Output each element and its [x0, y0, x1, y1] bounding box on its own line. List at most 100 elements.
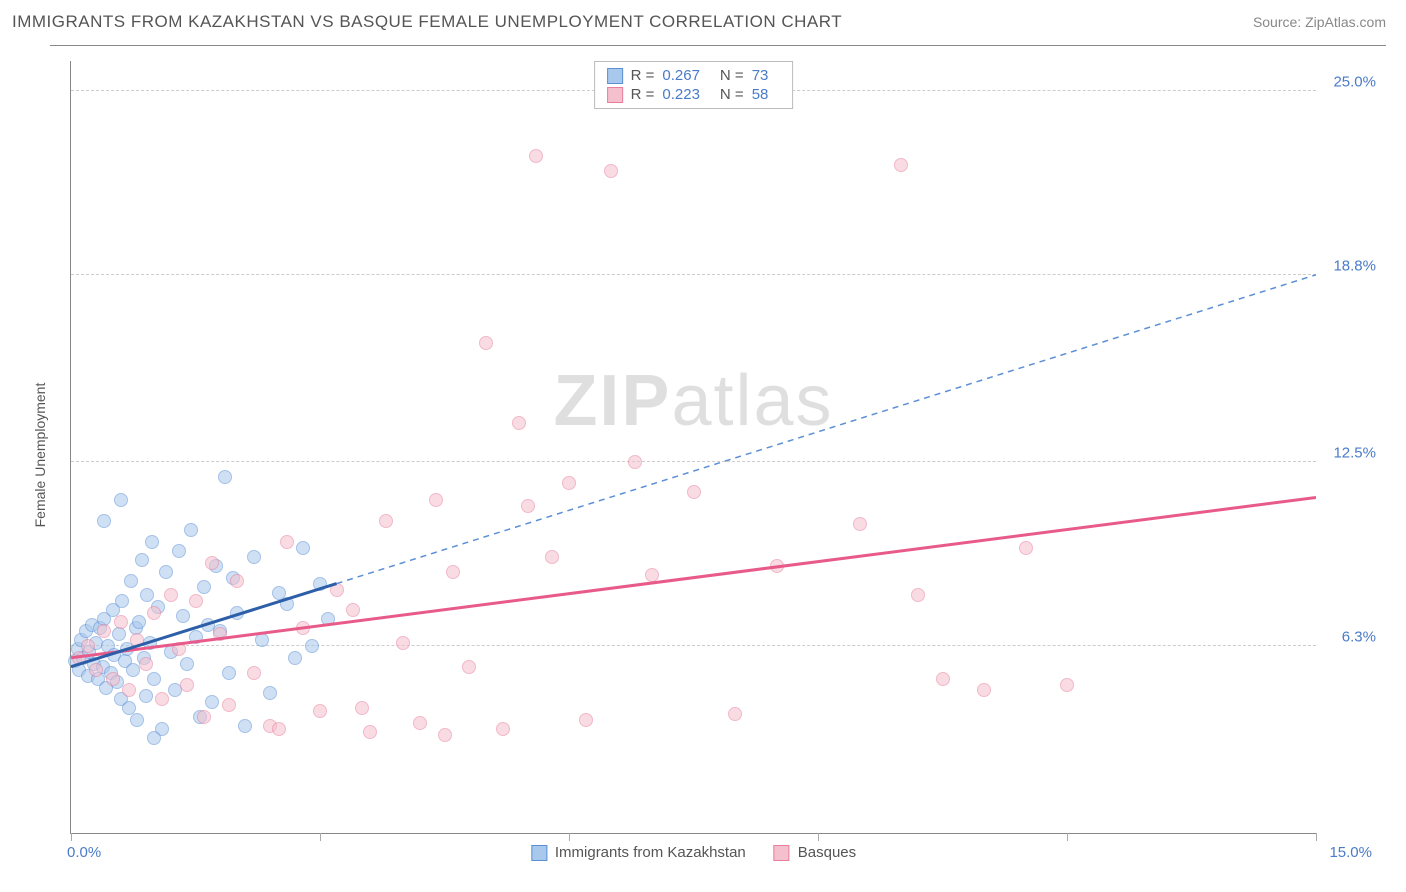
data-point	[106, 672, 120, 686]
swatch-icon	[774, 845, 790, 861]
data-point	[936, 672, 950, 686]
data-point	[115, 594, 129, 608]
n-value-0: 73	[752, 67, 769, 84]
data-point	[770, 559, 784, 573]
correlation-legend: R = 0.267 N = 73 R = 0.223 N = 58	[594, 61, 794, 109]
data-point	[438, 728, 452, 742]
data-point	[272, 722, 286, 736]
y-axis-label: Female Unemployment	[32, 383, 48, 528]
data-point	[247, 550, 261, 564]
data-point	[176, 609, 190, 623]
x-tick	[71, 833, 72, 841]
data-point	[628, 455, 642, 469]
data-point	[512, 416, 526, 430]
data-point	[218, 470, 232, 484]
data-point	[288, 651, 302, 665]
data-point	[172, 544, 186, 558]
data-point	[180, 678, 194, 692]
data-point	[894, 158, 908, 172]
data-point	[379, 514, 393, 528]
data-point	[114, 615, 128, 629]
data-point	[230, 606, 244, 620]
chart-container: Female Unemployment ZIPatlas R = 0.267 N…	[50, 45, 1386, 864]
y-tick-label: 25.0%	[1333, 73, 1376, 90]
data-point	[977, 683, 991, 697]
data-point	[280, 597, 294, 611]
y-tick-label: 18.8%	[1333, 257, 1376, 274]
data-point	[521, 499, 535, 513]
data-point	[81, 639, 95, 653]
data-point	[97, 624, 111, 638]
data-point	[139, 657, 153, 671]
data-point	[238, 719, 252, 733]
data-point	[222, 666, 236, 680]
data-point	[124, 574, 138, 588]
x-tick-label: 0.0%	[67, 844, 101, 861]
data-point	[321, 612, 335, 626]
x-tick	[320, 833, 321, 841]
data-point	[189, 594, 203, 608]
data-point	[147, 606, 161, 620]
data-point	[230, 574, 244, 588]
x-tick	[569, 833, 570, 841]
data-point	[413, 716, 427, 730]
data-point	[355, 701, 369, 715]
swatch-icon	[531, 845, 547, 861]
data-point	[155, 692, 169, 706]
series-name-0: Immigrants from Kazakhstan	[555, 844, 746, 861]
data-point	[280, 535, 294, 549]
data-point	[122, 683, 136, 697]
n-value-1: 58	[752, 86, 769, 103]
data-point	[114, 493, 128, 507]
data-point	[346, 603, 360, 617]
data-point	[89, 663, 103, 677]
r-value-1: 0.223	[662, 86, 700, 103]
data-point	[687, 485, 701, 499]
data-point	[184, 523, 198, 537]
data-point	[159, 565, 173, 579]
data-point	[462, 660, 476, 674]
data-point	[140, 588, 154, 602]
data-point	[143, 636, 157, 650]
data-point	[305, 639, 319, 653]
x-tick	[818, 833, 819, 841]
gridline	[71, 274, 1316, 275]
data-point	[222, 698, 236, 712]
legend-item-1: Basques	[774, 844, 856, 861]
x-tick	[1316, 833, 1317, 841]
data-point	[147, 731, 161, 745]
data-point	[135, 553, 149, 567]
data-point	[197, 710, 211, 724]
data-point	[496, 722, 510, 736]
data-point	[139, 689, 153, 703]
x-tick-label: 15.0%	[1329, 844, 1372, 861]
data-point	[189, 630, 203, 644]
data-point	[296, 541, 310, 555]
data-point	[296, 621, 310, 635]
legend-row-series-0: R = 0.267 N = 73	[607, 66, 781, 85]
data-point	[132, 615, 146, 629]
data-point	[1060, 678, 1074, 692]
legend-row-series-1: R = 0.223 N = 58	[607, 85, 781, 104]
data-point	[579, 713, 593, 727]
data-point	[263, 686, 277, 700]
data-point	[213, 627, 227, 641]
data-point	[604, 164, 618, 178]
data-point	[330, 583, 344, 597]
data-point	[545, 550, 559, 564]
swatch-icon	[607, 87, 623, 103]
data-point	[446, 565, 460, 579]
data-point	[130, 633, 144, 647]
data-point	[853, 517, 867, 531]
data-point	[112, 627, 126, 641]
data-point	[147, 672, 161, 686]
gridline	[71, 461, 1316, 462]
series-legend: Immigrants from Kazakhstan Basques	[531, 844, 856, 861]
data-point	[97, 514, 111, 528]
data-point	[645, 568, 659, 582]
data-point	[145, 535, 159, 549]
swatch-icon	[607, 68, 623, 84]
data-point	[313, 577, 327, 591]
data-point	[529, 149, 543, 163]
data-point	[130, 713, 144, 727]
